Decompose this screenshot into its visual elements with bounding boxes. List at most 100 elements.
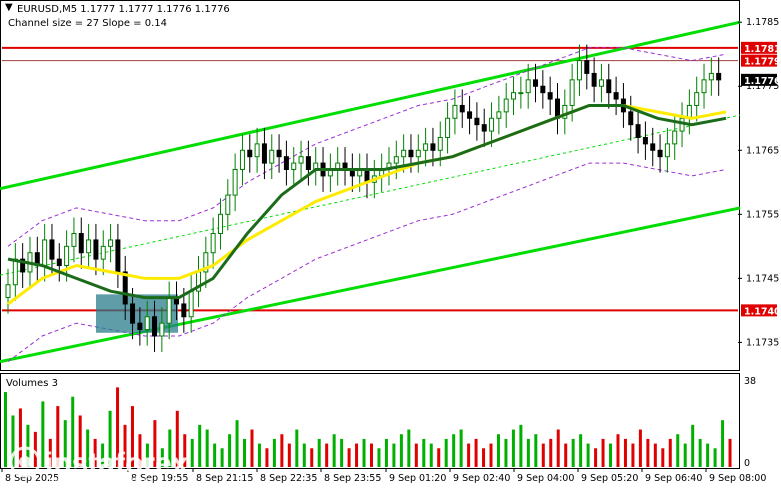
candle-body [430, 143, 436, 151]
volume-bar [325, 443, 329, 467]
channel-line: Channel size = 27 Slope = 0.14 [8, 18, 167, 29]
volume-bar [407, 429, 411, 467]
candle-body [518, 92, 524, 95]
volume-bar [198, 424, 202, 467]
volume-bar [317, 438, 321, 467]
volumes-label: Volumes 3 [6, 378, 58, 389]
watermark-tagline: Instant Forex Trading [48, 475, 152, 487]
volume-bar [422, 438, 426, 467]
price-label-box [741, 54, 777, 67]
candle-body [261, 143, 267, 164]
volume-bar [4, 392, 7, 467]
volume-bar [676, 434, 680, 467]
volume-bar [71, 396, 75, 467]
candle-body [166, 297, 172, 324]
volume-bar [101, 443, 105, 467]
candle-body [232, 168, 238, 196]
candle-body [650, 143, 656, 151]
candle-body [598, 79, 604, 87]
volume-bar [205, 429, 209, 467]
candle-body [657, 149, 663, 158]
candle-body [225, 194, 231, 215]
candle-body [49, 239, 55, 260]
candle-body [591, 72, 597, 87]
volume-bar [541, 443, 545, 467]
candle-body [533, 79, 539, 87]
volume-bar [362, 438, 366, 467]
candle-body [181, 303, 187, 318]
volume-bar [332, 434, 336, 467]
x-tick-label: 8 Sep 19:55 [131, 473, 188, 484]
y-tick-label: 1.1765 [746, 145, 779, 156]
y-tick-label: 1.1745 [746, 273, 779, 284]
volume-bar [123, 424, 127, 467]
envelope-lower [7, 162, 727, 363]
candle-body [584, 60, 590, 74]
volume-bar [168, 429, 172, 467]
candle-body [217, 213, 223, 235]
volume-bar [623, 438, 627, 467]
volume-bar [190, 438, 194, 467]
candle-body [481, 124, 487, 132]
ma-green [7, 104, 727, 300]
volume-bar [377, 448, 381, 467]
volume-bar [504, 438, 508, 467]
volume-bar [272, 438, 276, 467]
volume-bar [287, 443, 291, 467]
candle-body [247, 149, 253, 158]
candle-body [716, 72, 722, 81]
x-tick-label: 8 Sep 2025 [5, 473, 59, 484]
volume-bar [571, 438, 575, 467]
support-zone-box [96, 294, 178, 333]
volume-bar [250, 429, 254, 467]
candle-body [679, 117, 685, 132]
volume-bar [534, 434, 538, 467]
candle-body [115, 239, 121, 273]
candle-body [547, 92, 553, 100]
candle-body [86, 239, 92, 254]
price-label-box [741, 41, 777, 54]
candle-body [423, 143, 429, 151]
candle-body [144, 316, 150, 331]
volume-bar [41, 401, 45, 467]
volume-bar [661, 448, 665, 467]
volume-bar [459, 429, 463, 467]
volume-bar [392, 443, 396, 467]
header-arrow: ▼ [5, 2, 13, 13]
volume-bar [691, 424, 695, 467]
volume-bar [213, 443, 217, 467]
volume-bar [564, 443, 568, 467]
volume-bar [721, 420, 725, 467]
volume-bar [243, 438, 247, 467]
price-label-box [741, 73, 777, 86]
volume-bar [706, 443, 710, 467]
volume-bar [668, 438, 672, 467]
candle-body [474, 117, 480, 126]
price-axis: 1.1785 1.1775 1.1765 1.1755 1.1745 1.1735 [738, 17, 779, 348]
candle-body [20, 258, 26, 273]
volume-bar [601, 438, 605, 467]
volume-bar [347, 448, 351, 467]
x-tick-label: 8 Sep 22:35 [260, 473, 317, 484]
moving-averages [7, 104, 727, 306]
candle-body [93, 239, 99, 260]
candle-body [452, 104, 458, 119]
candle-body [71, 233, 77, 247]
candle-body [283, 156, 289, 170]
channel-line [0, 20, 741, 191]
volume-axis-max: 38 [744, 376, 756, 387]
candle-body [576, 60, 582, 81]
candle-body [203, 252, 209, 273]
volume-bar [280, 434, 284, 467]
volume-bar [444, 438, 448, 467]
volume-bar [631, 443, 635, 467]
candle-body [137, 322, 143, 331]
candle-body [276, 149, 282, 158]
candle-body [445, 117, 451, 138]
candle-body [496, 111, 502, 119]
watermark-logo [9, 446, 41, 478]
candle-body [664, 143, 670, 158]
x-tick-label: 9 Sep 02:40 [453, 473, 510, 484]
candle-body [401, 149, 407, 158]
